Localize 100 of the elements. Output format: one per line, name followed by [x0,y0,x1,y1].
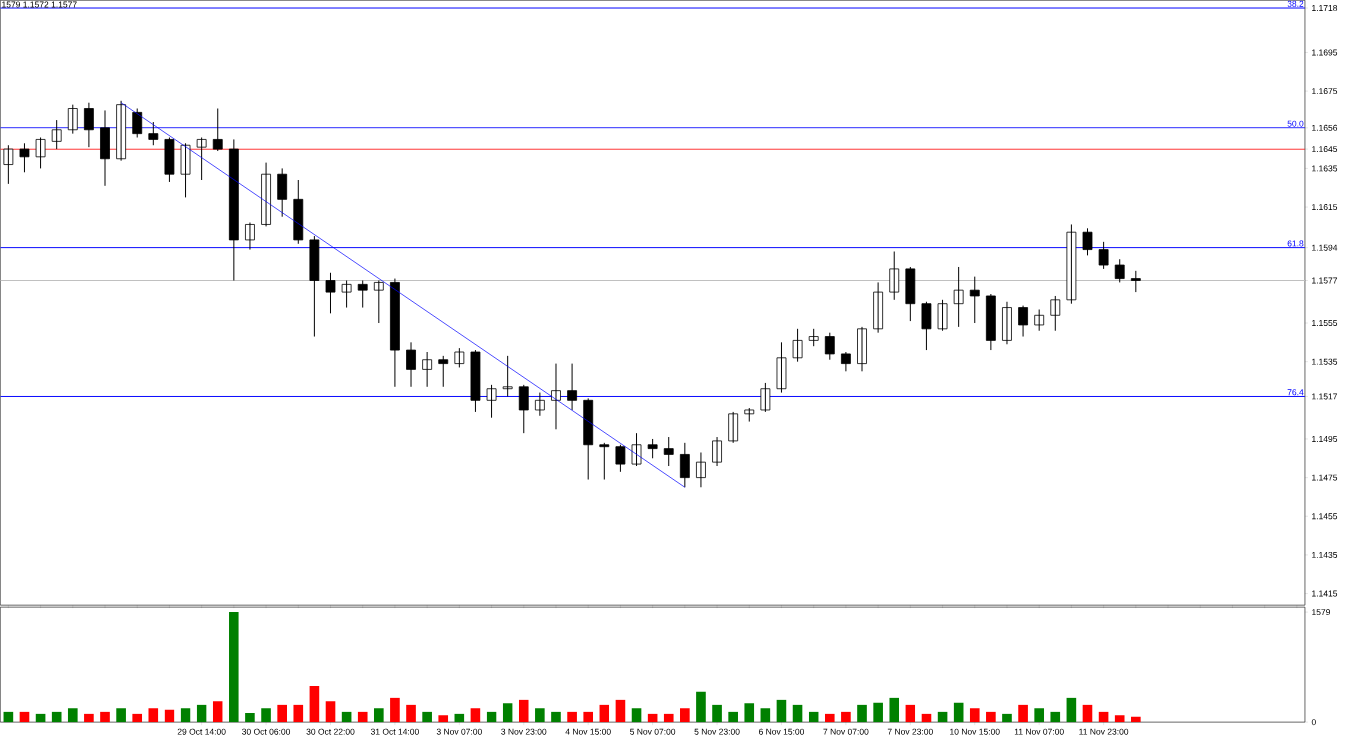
candlestick [180,142,191,198]
candlestick [341,279,352,308]
bar [51,711,62,723]
x-tick-label: 11 Nov 23:00 [1079,728,1129,735]
bar [245,713,255,723]
candlestick [824,332,835,361]
bar [470,708,481,723]
candlestick [1130,270,1141,293]
candlestick [663,436,674,467]
bar [857,704,867,723]
bar [309,685,320,723]
annotation: 50.0 [1287,120,1304,127]
bar [969,708,980,723]
candlestick [1066,223,1077,305]
y-tick-label: 0 [1311,719,1316,726]
bar [502,703,513,723]
candlestick [905,266,916,322]
candlestick [647,438,658,459]
bar [1082,704,1093,723]
y-tick-label: 1579 [1312,609,1330,616]
x-tick-label: 4 Nov 15:00 [565,728,611,735]
candlestick [937,299,948,332]
bar [180,708,191,723]
annotation: 38.2 [1287,0,1304,7]
candlestick [325,272,336,314]
y-tick-label: 1.1535 [1312,358,1338,365]
annotation: 1579 1.1572 1.1577 [2,1,77,8]
bar [1034,708,1045,723]
candlestick [3,144,14,185]
bar [84,713,94,723]
bar [373,708,384,723]
bar [792,704,803,723]
x-tick-label: 30 Oct 22:00 [306,728,355,735]
bar [986,711,996,723]
bar [325,701,336,723]
candlestick [1114,258,1125,283]
y-tick-label: 1.1555 [1312,319,1338,326]
bar [293,704,304,723]
x-tick-label: 10 Nov 15:00 [950,728,1000,735]
y-tick-label: 1.1718 [1312,4,1338,11]
x-tick-label: 3 Nov 07:00 [436,728,482,735]
bar [776,699,787,723]
candlestick [1050,295,1061,332]
x-tick-label: 29 Oct 14:00 [177,728,226,735]
candlestick [1098,241,1109,270]
candlestick [164,136,175,183]
candlestick [357,279,368,308]
bar [1018,704,1028,723]
y-tick-label: 1.1495 [1312,435,1338,442]
candlestick [1034,308,1045,332]
bar [1130,716,1141,723]
y-tick-label: 1.1415 [1312,590,1338,597]
candlestick [631,432,642,467]
bar [1050,711,1061,723]
x-tick-label: 30 Oct 06:00 [242,728,291,735]
candlestick [889,250,900,301]
y-tick-label: 1.1455 [1312,513,1338,520]
candlestick [969,276,980,324]
bar [905,704,916,723]
x-tick-label: 5 Nov 07:00 [630,728,676,735]
candlestick [728,411,739,444]
y-tick-label: 1.1577 [1312,277,1338,284]
candlestick [277,167,288,218]
candlestick [1082,227,1093,256]
candlestick [470,349,481,413]
candlestick [309,235,320,337]
bar [535,708,545,723]
bar [357,711,368,723]
candlestick [51,119,62,150]
bar [889,697,900,723]
x-tick-label: 11 Nov 07:00 [1014,728,1064,735]
bar [599,704,610,723]
y-tick-label: 1.1645 [1312,146,1338,153]
bar [116,708,126,723]
x-tick-label: 6 Nov 15:00 [759,728,805,735]
bar [67,708,78,723]
annotation: 76.4 [1287,389,1304,396]
bar [631,708,642,723]
bar [438,715,449,723]
candlestick [518,384,529,434]
bar [873,702,883,723]
candlestick [67,104,78,135]
bar [212,701,223,723]
candlestick [212,107,223,152]
y-tick-label: 1.1435 [1312,551,1338,558]
y-tick-label: 1.1635 [1312,165,1338,172]
candlestick [808,328,819,347]
y-tick-label: 1.1675 [1312,88,1338,95]
bar [1066,697,1077,723]
bar [390,697,400,723]
candlestick [373,279,384,324]
bar [680,708,690,723]
bar [615,699,626,723]
y-tick-label: 1.1695 [1312,49,1338,56]
bar [696,691,706,723]
bar [406,704,416,723]
bar [663,713,674,723]
bar [1002,713,1012,723]
candlestick [438,355,449,388]
bar [196,704,207,723]
